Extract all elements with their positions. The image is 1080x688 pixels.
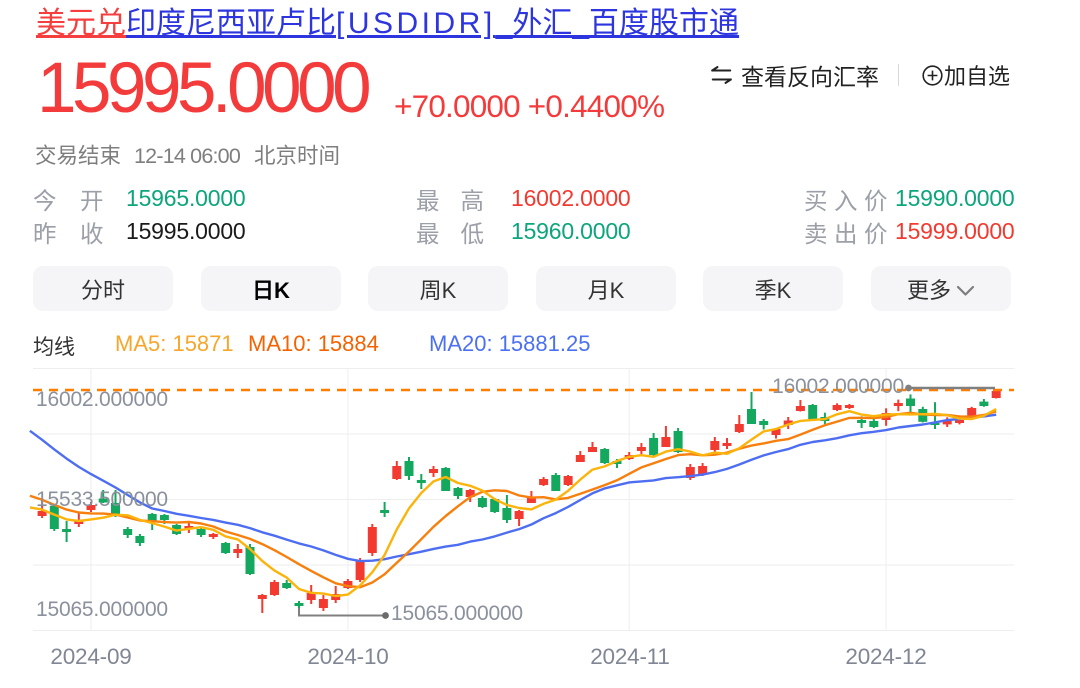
svg-text:16002.000000: 16002.000000 xyxy=(36,388,168,411)
svg-text:15065.000000: 15065.000000 xyxy=(391,602,523,625)
svg-text:15533.500000: 15533.500000 xyxy=(36,488,168,511)
svg-text:2024-11: 2024-11 xyxy=(590,644,670,669)
svg-text:2024-10: 2024-10 xyxy=(307,644,388,669)
svg-text:2024-09: 2024-09 xyxy=(50,644,131,669)
svg-text:15065.000000: 15065.000000 xyxy=(36,598,168,621)
svg-text:2024-12: 2024-12 xyxy=(845,644,926,669)
svg-text:16002.000000: 16002.000000 xyxy=(772,375,904,398)
